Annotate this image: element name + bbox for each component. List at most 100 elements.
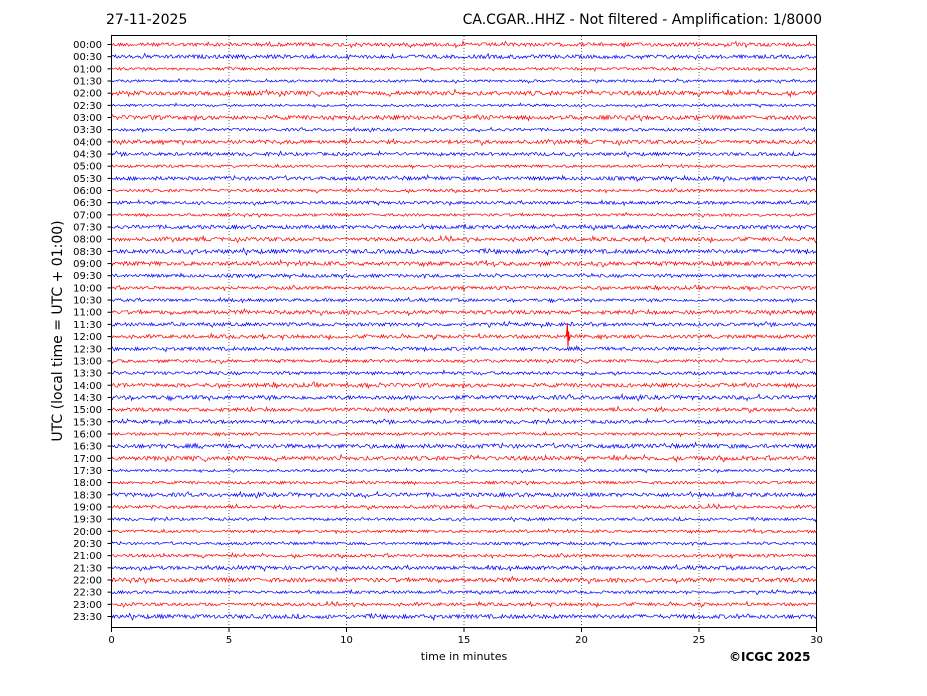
row-label: 15:00 [73, 405, 102, 416]
row-label: 11:30 [73, 320, 102, 331]
row-label: 16:00 [73, 429, 102, 440]
trace-01:00 [111, 66, 817, 72]
row-label: 07:00 [73, 210, 102, 221]
trace-07:00 [111, 211, 817, 218]
x-ticks: 0 5 10 15 20 25 30 [108, 628, 823, 646]
x-tick-label: 20 [575, 635, 588, 646]
trace-20:30 [111, 540, 817, 547]
row-label: 12:00 [73, 332, 102, 343]
event-spike [565, 323, 571, 347]
x-tick-label: 0 [108, 635, 114, 646]
row-label: 06:00 [73, 186, 102, 197]
trace-11:30 [111, 320, 817, 329]
row-label: 03:00 [73, 113, 102, 124]
trace-04:00 [111, 137, 817, 147]
trace-09:00 [111, 258, 817, 268]
x-tick-label: 10 [340, 635, 353, 646]
row-label: 05:00 [73, 162, 102, 173]
row-label: 10:00 [73, 283, 102, 294]
trace-11:00 [111, 307, 817, 317]
x-tick-label: 5 [226, 635, 232, 646]
row-label: 20:30 [73, 539, 102, 550]
trace-02:30 [111, 102, 817, 109]
row-label: 04:00 [73, 137, 102, 148]
trace-09:30 [111, 272, 817, 280]
grid-lines [228, 36, 700, 627]
row-label: 13:30 [73, 369, 102, 380]
trace-03:00 [111, 114, 817, 122]
y-axis-label: UTC (local time = UTC + 01:00) [50, 220, 66, 441]
row-label: 00:00 [73, 40, 102, 51]
traces [111, 39, 817, 622]
trace-07:30 [111, 223, 817, 232]
trace-05:00 [111, 163, 817, 170]
trace-12:30 [111, 344, 817, 353]
row-label: 03:30 [73, 125, 102, 136]
trace-08:00 [111, 234, 817, 244]
row-label: 22:00 [73, 575, 102, 586]
trace-10:30 [111, 296, 817, 304]
row-label: 09:00 [73, 259, 102, 270]
trace-01:30 [111, 77, 817, 84]
row-label: 12:30 [73, 344, 102, 355]
row-label: 01:00 [73, 64, 102, 75]
row-label: 02:00 [73, 89, 102, 100]
trace-16:00 [111, 430, 817, 438]
copyright-text: ©ICGC 2025 [729, 650, 811, 664]
x-axis-label: time in minutes [421, 650, 508, 663]
row-label: 17:00 [73, 454, 102, 465]
row-label: 10:30 [73, 296, 102, 307]
row-label: 19:00 [73, 502, 102, 513]
trace-06:30 [111, 198, 817, 207]
trace-12:00 [111, 332, 817, 341]
row-label: 16:30 [73, 442, 102, 453]
trace-13:30 [111, 369, 817, 377]
row-label: 22:30 [73, 588, 102, 599]
trace-21:00 [111, 551, 817, 560]
row-label: 00:30 [73, 52, 102, 63]
trace-18:00 [111, 479, 817, 486]
row-label: 21:30 [73, 563, 102, 574]
row-label: 07:30 [73, 223, 102, 234]
trace-20:00 [111, 527, 817, 535]
trace-15:00 [111, 405, 817, 414]
x-tick-label: 30 [810, 635, 823, 646]
x-tick-label: 15 [458, 635, 471, 646]
trace-10:00 [111, 284, 817, 292]
trace-14:30 [111, 392, 817, 402]
row-label: 17:30 [73, 466, 102, 477]
trace-17:30 [111, 467, 817, 474]
row-label: 11:00 [73, 308, 102, 319]
row-label: 23:00 [73, 600, 102, 611]
row-label: 08:30 [73, 247, 102, 258]
trace-21:30 [111, 563, 817, 573]
row-label: 06:30 [73, 198, 102, 209]
row-label: 14:00 [73, 381, 102, 392]
date-label: 27-11-2025 [106, 12, 188, 28]
x-tick-label: 25 [693, 635, 706, 646]
trace-16:30 [111, 441, 817, 450]
trace-19:30 [111, 515, 817, 523]
plot-frame [111, 35, 817, 628]
trace-23:00 [111, 600, 817, 609]
row-label: 04:30 [73, 150, 102, 161]
row-label: 08:00 [73, 235, 102, 246]
trace-15:30 [111, 417, 817, 426]
row-label: 14:30 [73, 393, 102, 404]
trace-03:30 [111, 126, 817, 133]
trace-05:30 [111, 174, 817, 183]
trace-04:30 [111, 149, 817, 158]
row-label: 13:00 [73, 356, 102, 367]
trace-22:00 [111, 575, 817, 585]
row-label: 15:30 [73, 417, 102, 428]
row-label: 09:30 [73, 271, 102, 282]
trace-23:30 [111, 612, 817, 622]
trace-13:00 [111, 357, 817, 365]
trace-14:00 [111, 381, 817, 390]
trace-19:00 [111, 503, 817, 511]
row-label: 01:30 [73, 77, 102, 88]
row-label: 18:00 [73, 478, 102, 489]
